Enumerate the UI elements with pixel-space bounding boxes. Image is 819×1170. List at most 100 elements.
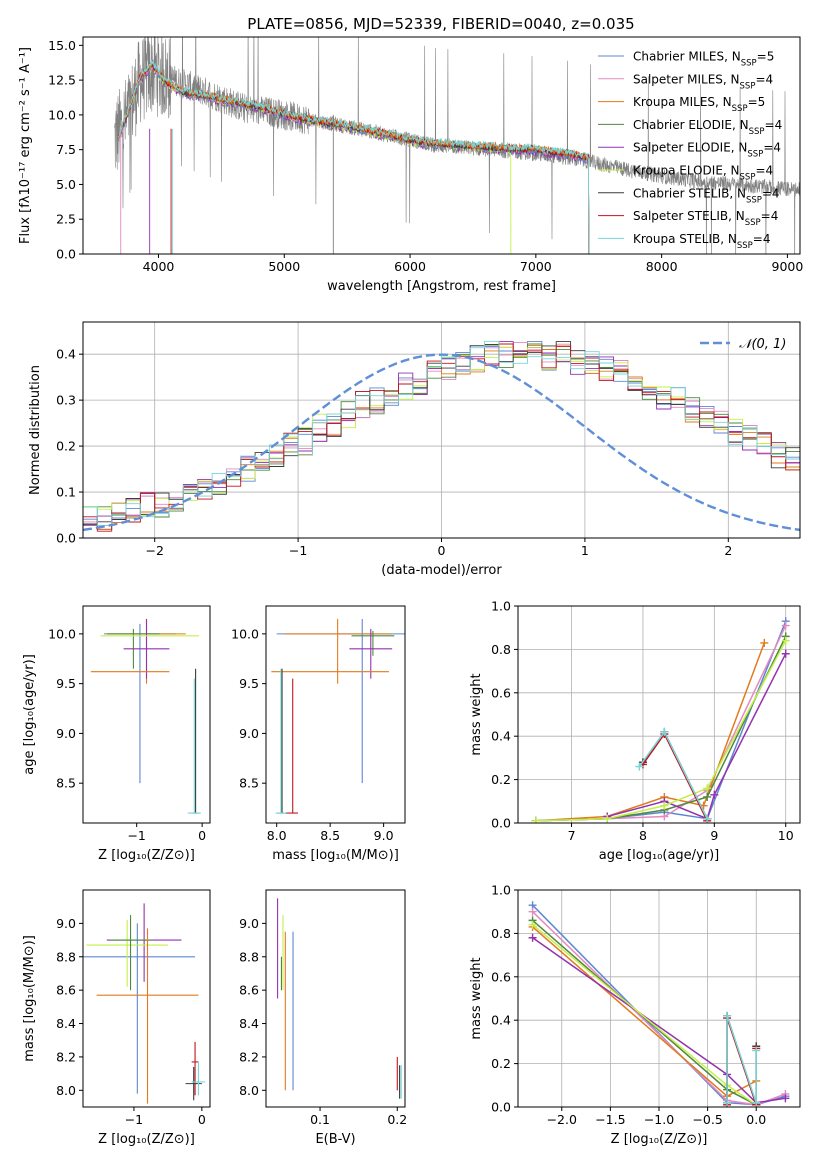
y-tick-label: 0.6 (491, 685, 511, 700)
y-tick-label: 12.5 (48, 73, 76, 88)
spectrum-panel: 4000 5000 6000 7000 8000 9000 0.0 2.5 5.0 7.5 10.0… (18, 36, 804, 294)
model-spectrum-line (117, 65, 512, 254)
plot-area (531, 617, 790, 823)
x-tick-label: 9 (710, 828, 718, 843)
x-axis-label: (data-model)/error (381, 563, 502, 578)
mass-weight-marker (752, 1098, 761, 1107)
y-tick-label: 0.4 (491, 1013, 511, 1028)
y-axis-label: Normed distribution (28, 365, 43, 495)
x-axis-label: Z [log₁₀(Z/Z⊙)] (611, 1132, 708, 1147)
x-tick-label: 9.0 (374, 828, 394, 843)
x-tick-label: −1 (289, 543, 307, 558)
x-tick-label: −1 (127, 828, 145, 843)
residual-histogram-line (83, 343, 800, 526)
mass-weight-line (535, 625, 787, 822)
gaussian-reference-line (83, 353, 800, 532)
y-tick-label: 8.5 (56, 776, 76, 791)
y-tick-label: 0.0 (491, 816, 511, 831)
y-tick-label: 10.0 (48, 626, 76, 641)
mass-weight-marker (781, 649, 790, 658)
y-axis-label: mass weight (469, 957, 484, 1039)
y-tick-label: 0.0 (56, 247, 76, 262)
legend-entry: Kroupa MILES, NSSP=5 (633, 95, 765, 114)
age-vs-mass-panel: 8.0 8.5 9.0 8.5 9.0 9.5 10.0 mass [log₁₀(M/M⊙)] (231, 605, 406, 863)
x-tick-label: 0.2 (387, 1112, 407, 1127)
mass-weight-line (535, 620, 787, 822)
x-tick-label: 7 (568, 828, 576, 843)
x-tick-label: 6000 (394, 259, 426, 274)
x-tick-label: −1 (125, 1112, 143, 1127)
x-tick-label: 7000 (520, 259, 552, 274)
mass-weight-marker (703, 784, 712, 793)
legend-entry: Chabrier STELIB, NSSP=4 (633, 186, 780, 205)
mass-weight-marker (603, 814, 612, 823)
x-tick-label: −0.5 (692, 1112, 722, 1127)
y-axis-label: mass weight (469, 673, 484, 755)
x-tick-label: −2.0 (547, 1112, 577, 1127)
x-tick-label: 9000 (772, 259, 804, 274)
axes-frame (265, 889, 406, 1108)
mass-weight-marker (710, 790, 719, 799)
mass-vs-ebv-panel: 0.1 0.2 8.0 8.2 8.4 8.6 8.8 9.0 E(B-V) (239, 889, 407, 1147)
mass-weight-marker (528, 907, 537, 916)
plot-area (114, 37, 800, 254)
y-tick-label: 5.0 (56, 177, 76, 192)
axes-frame (82, 36, 801, 255)
x-tick-label: −1.5 (595, 1112, 625, 1127)
mass-weight-line (726, 1015, 757, 1103)
legend-entry: 𝒩(0, 1) (739, 337, 786, 352)
y-tick-label: 9.0 (239, 726, 259, 741)
y-tick-label: 9.5 (56, 676, 76, 691)
y-tick-label: 15.0 (48, 38, 76, 53)
x-tick-label: 8.5 (320, 828, 340, 843)
mass-weight-marker (703, 814, 712, 823)
figure-title: PLATE=0856, MJD=52339, FIBERID=0040, z=0… (247, 15, 634, 33)
y-tick-label: 8.0 (239, 1083, 259, 1098)
x-tick-label: 5000 (268, 259, 300, 274)
x-tick-label: 0 (198, 1112, 206, 1127)
mass-weight-marker (528, 920, 537, 929)
mass-weight-line (532, 937, 786, 1104)
residual-histogram-line (83, 346, 800, 516)
mass-weight-marker (703, 792, 712, 801)
mass-weight-marker (660, 727, 669, 736)
mass-weight-marker (760, 638, 769, 647)
y-tick-label: 8.2 (56, 1049, 76, 1064)
plot-area (271, 618, 405, 814)
x-tick-label: 0 (198, 828, 206, 843)
y-tick-label: 0.2 (491, 1056, 511, 1071)
axes-frame (265, 605, 406, 824)
legend-entry: Kroupa STELIB, NSSP=4 (633, 232, 771, 251)
y-axis-label: mass [log₁₀(M/M⊙)] (22, 935, 37, 1062)
plot-area (83, 340, 800, 532)
y-tick-label: 8.5 (239, 776, 259, 791)
mass-weight-marker (723, 1011, 732, 1020)
y-tick-label: 9.0 (56, 726, 76, 741)
y-tick-label: 1.0 (491, 883, 511, 898)
y-tick-label: 0.8 (491, 642, 511, 657)
x-axis-label: wavelength [Angstrom, rest frame] (327, 279, 556, 294)
mass-weight-marker (660, 801, 669, 810)
y-tick-label: 0.3 (56, 393, 76, 408)
plot-area (528, 901, 790, 1107)
y-tick-label: 8.8 (239, 949, 259, 964)
y-tick-label: 0.4 (491, 729, 511, 744)
mass-weight-marker (723, 1098, 732, 1107)
legend-entry: Kroupa ELODIE, NSSP=4 (633, 164, 773, 183)
y-axis-label: Flux [fλ10⁻¹⁷ erg cm⁻² s⁻¹ A⁻¹] (18, 47, 33, 244)
mass-weight-vs-metallicity-panel: −2.0 −1.5 −1.0 −0.5 0.0 0.0 0.2 0.4 0.6 0.8 1.0 Z [… (469, 883, 801, 1147)
plot-area (277, 898, 402, 1099)
residual-histogram-line (83, 344, 800, 530)
mass-weight-marker (635, 762, 644, 771)
legend-entry: Chabrier ELODIE, NSSP=4 (633, 118, 782, 137)
x-tick-label: 4000 (143, 259, 175, 274)
model-spectrum-line (117, 60, 590, 254)
x-axis-label: E(B-V) (315, 1132, 355, 1147)
residual-histogram-line (83, 341, 800, 526)
x-tick-label: −1.0 (644, 1112, 674, 1127)
y-tick-label: 0.6 (491, 969, 511, 984)
y-tick-label: 8.8 (56, 949, 76, 964)
plot-area (90, 618, 201, 814)
y-tick-label: 0.2 (56, 439, 76, 454)
